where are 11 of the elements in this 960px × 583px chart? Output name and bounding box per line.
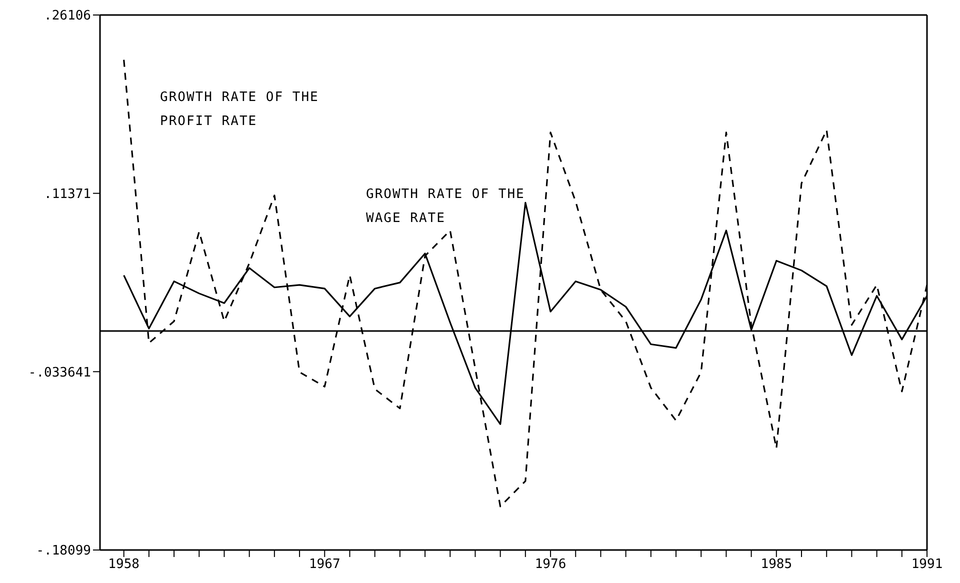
x-tick-label: 1976 — [534, 557, 566, 572]
y-tick-label: -.18099 — [36, 544, 91, 559]
series-label: GROWTH RATE OF THE WAGE RATE — [366, 186, 526, 228]
y-tick-label: .11371 — [44, 186, 91, 202]
x-tick-label: 1985 — [760, 557, 792, 572]
y-tick-label: .26106 — [44, 8, 91, 24]
x-tick-label: 1958 — [108, 557, 140, 572]
x-tick-label: 1991 — [911, 557, 943, 572]
text: GROWTH RATE OF THE PROFIT RATE — [160, 89, 320, 131]
x-tick-label: 1967 — [308, 557, 340, 572]
y-tick-label: -.033641 — [28, 365, 91, 380]
